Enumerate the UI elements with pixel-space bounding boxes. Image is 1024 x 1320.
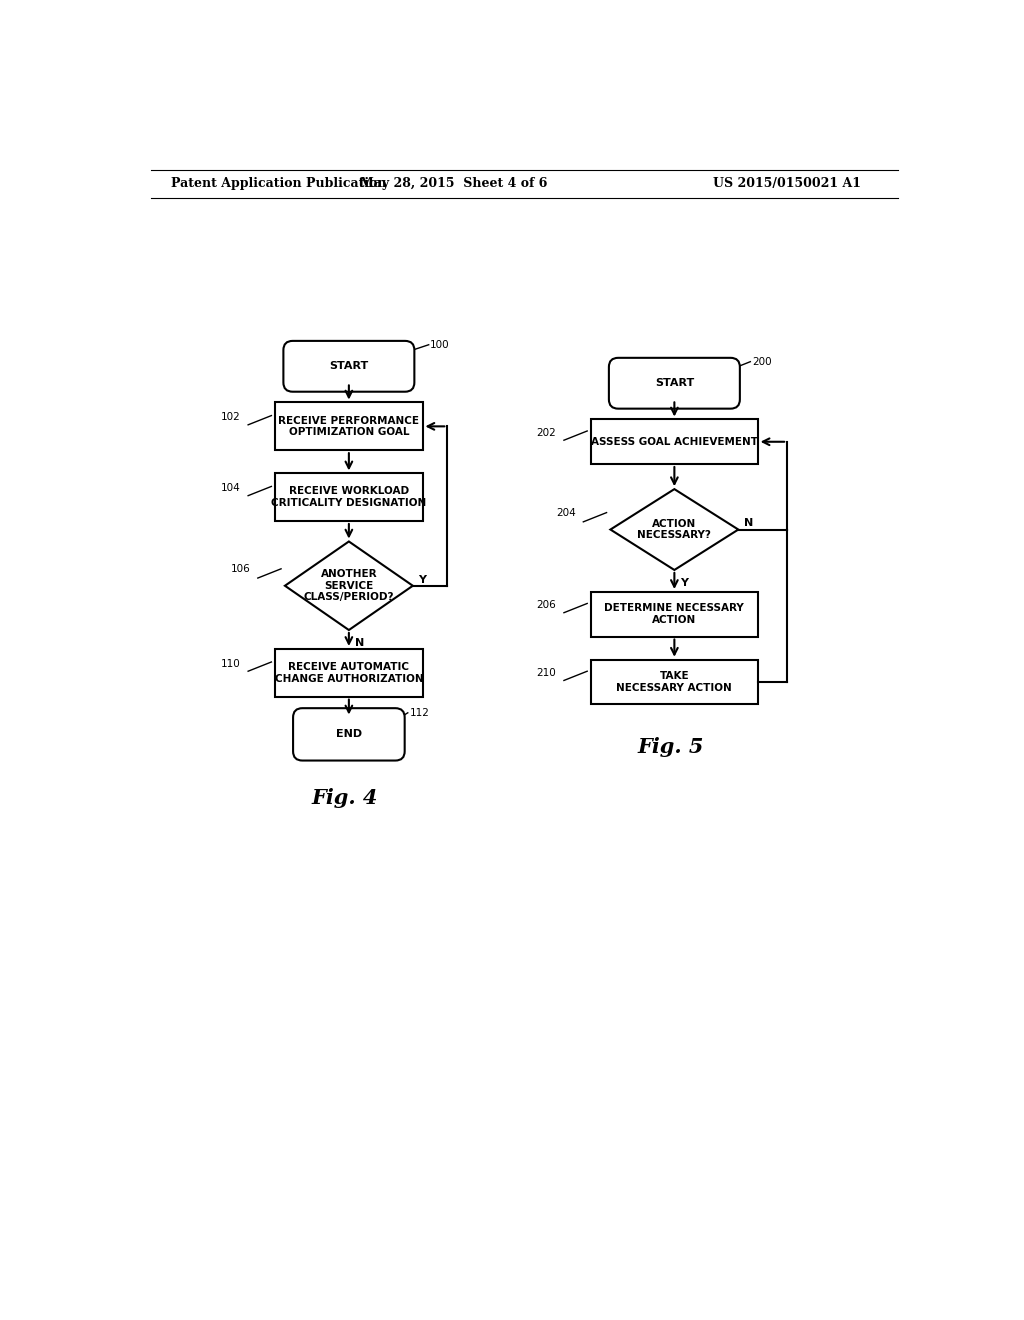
- Text: 112: 112: [410, 708, 429, 718]
- Bar: [591, 591, 758, 636]
- Text: Patent Application Publication: Patent Application Publication: [171, 177, 386, 190]
- Text: ACTION
NECESSARY?: ACTION NECESSARY?: [637, 519, 712, 540]
- Text: Y: Y: [681, 578, 688, 587]
- Text: 110: 110: [220, 659, 241, 668]
- Text: 100: 100: [430, 339, 450, 350]
- Text: START: START: [330, 362, 369, 371]
- FancyBboxPatch shape: [284, 341, 415, 392]
- Text: ANOTHER
SERVICE
CLASS/PERIOD?: ANOTHER SERVICE CLASS/PERIOD?: [304, 569, 394, 602]
- Bar: [275, 474, 423, 521]
- Text: DETERMINE NECESSARY
ACTION: DETERMINE NECESSARY ACTION: [604, 603, 744, 626]
- Text: 204: 204: [556, 508, 575, 517]
- FancyBboxPatch shape: [293, 708, 404, 760]
- Text: ASSESS GOAL ACHIEVEMENT: ASSESS GOAL ACHIEVEMENT: [591, 437, 758, 446]
- Polygon shape: [610, 490, 738, 570]
- Bar: [275, 649, 423, 697]
- Text: Fig. 5: Fig. 5: [637, 738, 703, 758]
- Text: 106: 106: [230, 564, 250, 574]
- Text: 102: 102: [220, 412, 241, 422]
- Text: 206: 206: [537, 601, 556, 610]
- Text: RECEIVE WORKLOAD
CRITICALITY DESIGNATION: RECEIVE WORKLOAD CRITICALITY DESIGNATION: [271, 486, 427, 508]
- Text: US 2015/0150021 A1: US 2015/0150021 A1: [713, 177, 861, 190]
- Polygon shape: [285, 541, 413, 630]
- FancyBboxPatch shape: [609, 358, 740, 409]
- Text: Y: Y: [418, 574, 426, 585]
- Bar: [591, 660, 758, 705]
- Text: N: N: [355, 638, 365, 648]
- Text: RECEIVE PERFORMANCE
OPTIMIZATION GOAL: RECEIVE PERFORMANCE OPTIMIZATION GOAL: [279, 416, 420, 437]
- Text: TAKE
NECESSARY ACTION: TAKE NECESSARY ACTION: [616, 671, 732, 693]
- Text: 104: 104: [220, 483, 241, 492]
- Text: May 28, 2015  Sheet 4 of 6: May 28, 2015 Sheet 4 of 6: [359, 177, 547, 190]
- Bar: [591, 420, 758, 465]
- Text: 200: 200: [752, 356, 771, 367]
- Text: END: END: [336, 730, 361, 739]
- Text: RECEIVE AUTOMATIC
CHANGE AUTHORIZATION: RECEIVE AUTOMATIC CHANGE AUTHORIZATION: [274, 661, 423, 684]
- Text: Fig. 4: Fig. 4: [312, 788, 378, 808]
- Text: START: START: [654, 379, 694, 388]
- Text: N: N: [743, 519, 753, 528]
- Text: 210: 210: [537, 668, 556, 677]
- Bar: [275, 403, 423, 450]
- Text: 202: 202: [537, 428, 556, 437]
